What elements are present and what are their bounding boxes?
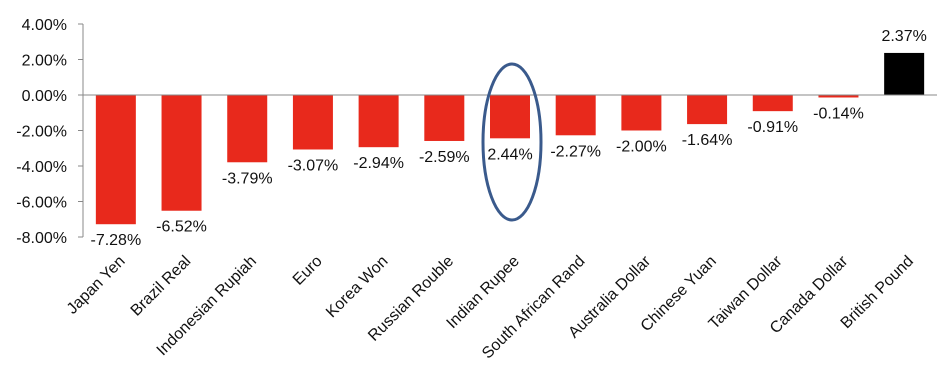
bar-russian-rouble (424, 95, 465, 141)
data-label: -3.79% (222, 170, 273, 187)
bar-british-pound (884, 52, 925, 95)
data-label: -0.91% (747, 119, 798, 136)
bar-indonesian-rupiah (227, 95, 268, 163)
bar-euro (292, 95, 333, 150)
y-tick-label: -2.00% (16, 124, 67, 141)
bar-indian-rupee (490, 95, 530, 139)
data-label: -0.14% (813, 105, 864, 122)
category-label: Brazil Real (128, 253, 195, 320)
y-axis: 4.00% 2.00% 0.00% -2.00% -4.00% -6.00% -8.00% (16, 17, 84, 247)
data-label: -2.59% (419, 149, 470, 166)
data-label: -6.52% (156, 219, 207, 236)
bar-brazil-real (161, 95, 202, 211)
data-label: -2.27% (550, 143, 601, 160)
data-label: -2.00% (616, 139, 667, 156)
bar-korea-won (358, 95, 399, 148)
bar-south-african-rand (555, 95, 596, 136)
category-label: Euro (290, 253, 326, 289)
bar-australia-dollar (621, 95, 662, 131)
bar-chinese-yuan (687, 95, 728, 125)
highlight-ellipse (481, 62, 543, 222)
bar-japan-yen (95, 95, 136, 225)
annotations (481, 62, 543, 222)
y-tick-label: -8.00% (16, 230, 67, 247)
y-tick-label: -6.00% (16, 195, 67, 212)
y-tick-label: 4.00% (22, 17, 67, 34)
bar-canada-dollar (818, 95, 859, 98)
data-label: -3.07% (288, 157, 339, 174)
category-label: Korea Won (323, 253, 391, 321)
bars (95, 52, 925, 225)
y-tick-label: 0.00% (22, 88, 67, 105)
y-tick-label: -4.00% (16, 159, 67, 176)
data-labels: -7.28% -6.52% -3.79% -3.07% -2.94% -2.59% 2.44… (90, 28, 926, 249)
bar-taiwan-dollar (752, 95, 793, 112)
y-tick-label: 2.00% (22, 53, 67, 70)
category-label: Japan Yen (64, 253, 129, 318)
data-label: -2.94% (353, 155, 404, 172)
data-label: 2.37% (881, 28, 926, 45)
data-label: 2.44% (487, 146, 532, 163)
data-label: -1.64% (682, 132, 733, 149)
data-label: -7.28% (90, 232, 141, 249)
